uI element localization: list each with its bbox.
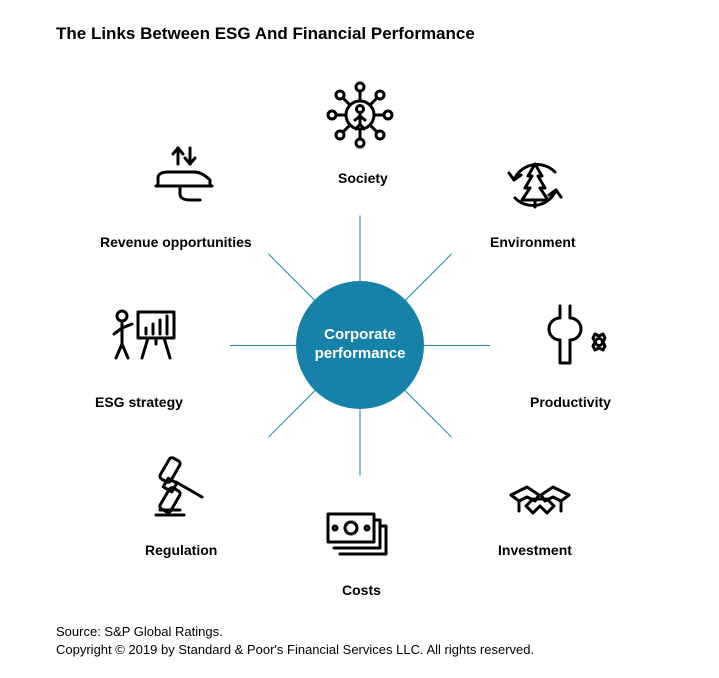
revenue-icon [150, 142, 220, 212]
esg-strategy-icon [108, 300, 178, 370]
spoke-investment [405, 390, 452, 437]
spoke-costs [360, 410, 361, 476]
costs-icon [320, 500, 390, 570]
center-node: Corporate performance [296, 281, 424, 409]
spoke-regulation [268, 390, 315, 437]
spoke-esg [230, 345, 296, 346]
node-label-society: Society [338, 170, 388, 186]
node-label-environment: Environment [490, 234, 576, 250]
investment-icon [505, 465, 575, 535]
productivity-icon [540, 300, 610, 370]
society-icon [325, 80, 395, 150]
node-label-revenue: Revenue opportunities [100, 234, 252, 250]
environment-icon [500, 150, 570, 220]
node-label-productivity: Productivity [530, 394, 611, 410]
footer-copyright: Copyright © 2019 by Standard & Poor's Fi… [56, 642, 534, 657]
node-label-costs: Costs [342, 582, 381, 598]
spoke-productivity [424, 345, 490, 346]
node-label-esg: ESG strategy [95, 394, 183, 410]
spoke-environment [405, 253, 452, 300]
center-node-label: Corporate performance [315, 326, 406, 364]
regulation-icon [140, 452, 210, 522]
spoke-revenue [268, 253, 315, 300]
diagram-canvas: The Links Between ESG And Financial Perf… [0, 0, 719, 678]
node-label-investment: Investment [498, 542, 572, 558]
spoke-society [360, 216, 361, 282]
page-title: The Links Between ESG And Financial Perf… [56, 24, 475, 44]
footer-source: Source: S&P Global Ratings. [56, 624, 223, 639]
node-label-regulation: Regulation [145, 542, 217, 558]
